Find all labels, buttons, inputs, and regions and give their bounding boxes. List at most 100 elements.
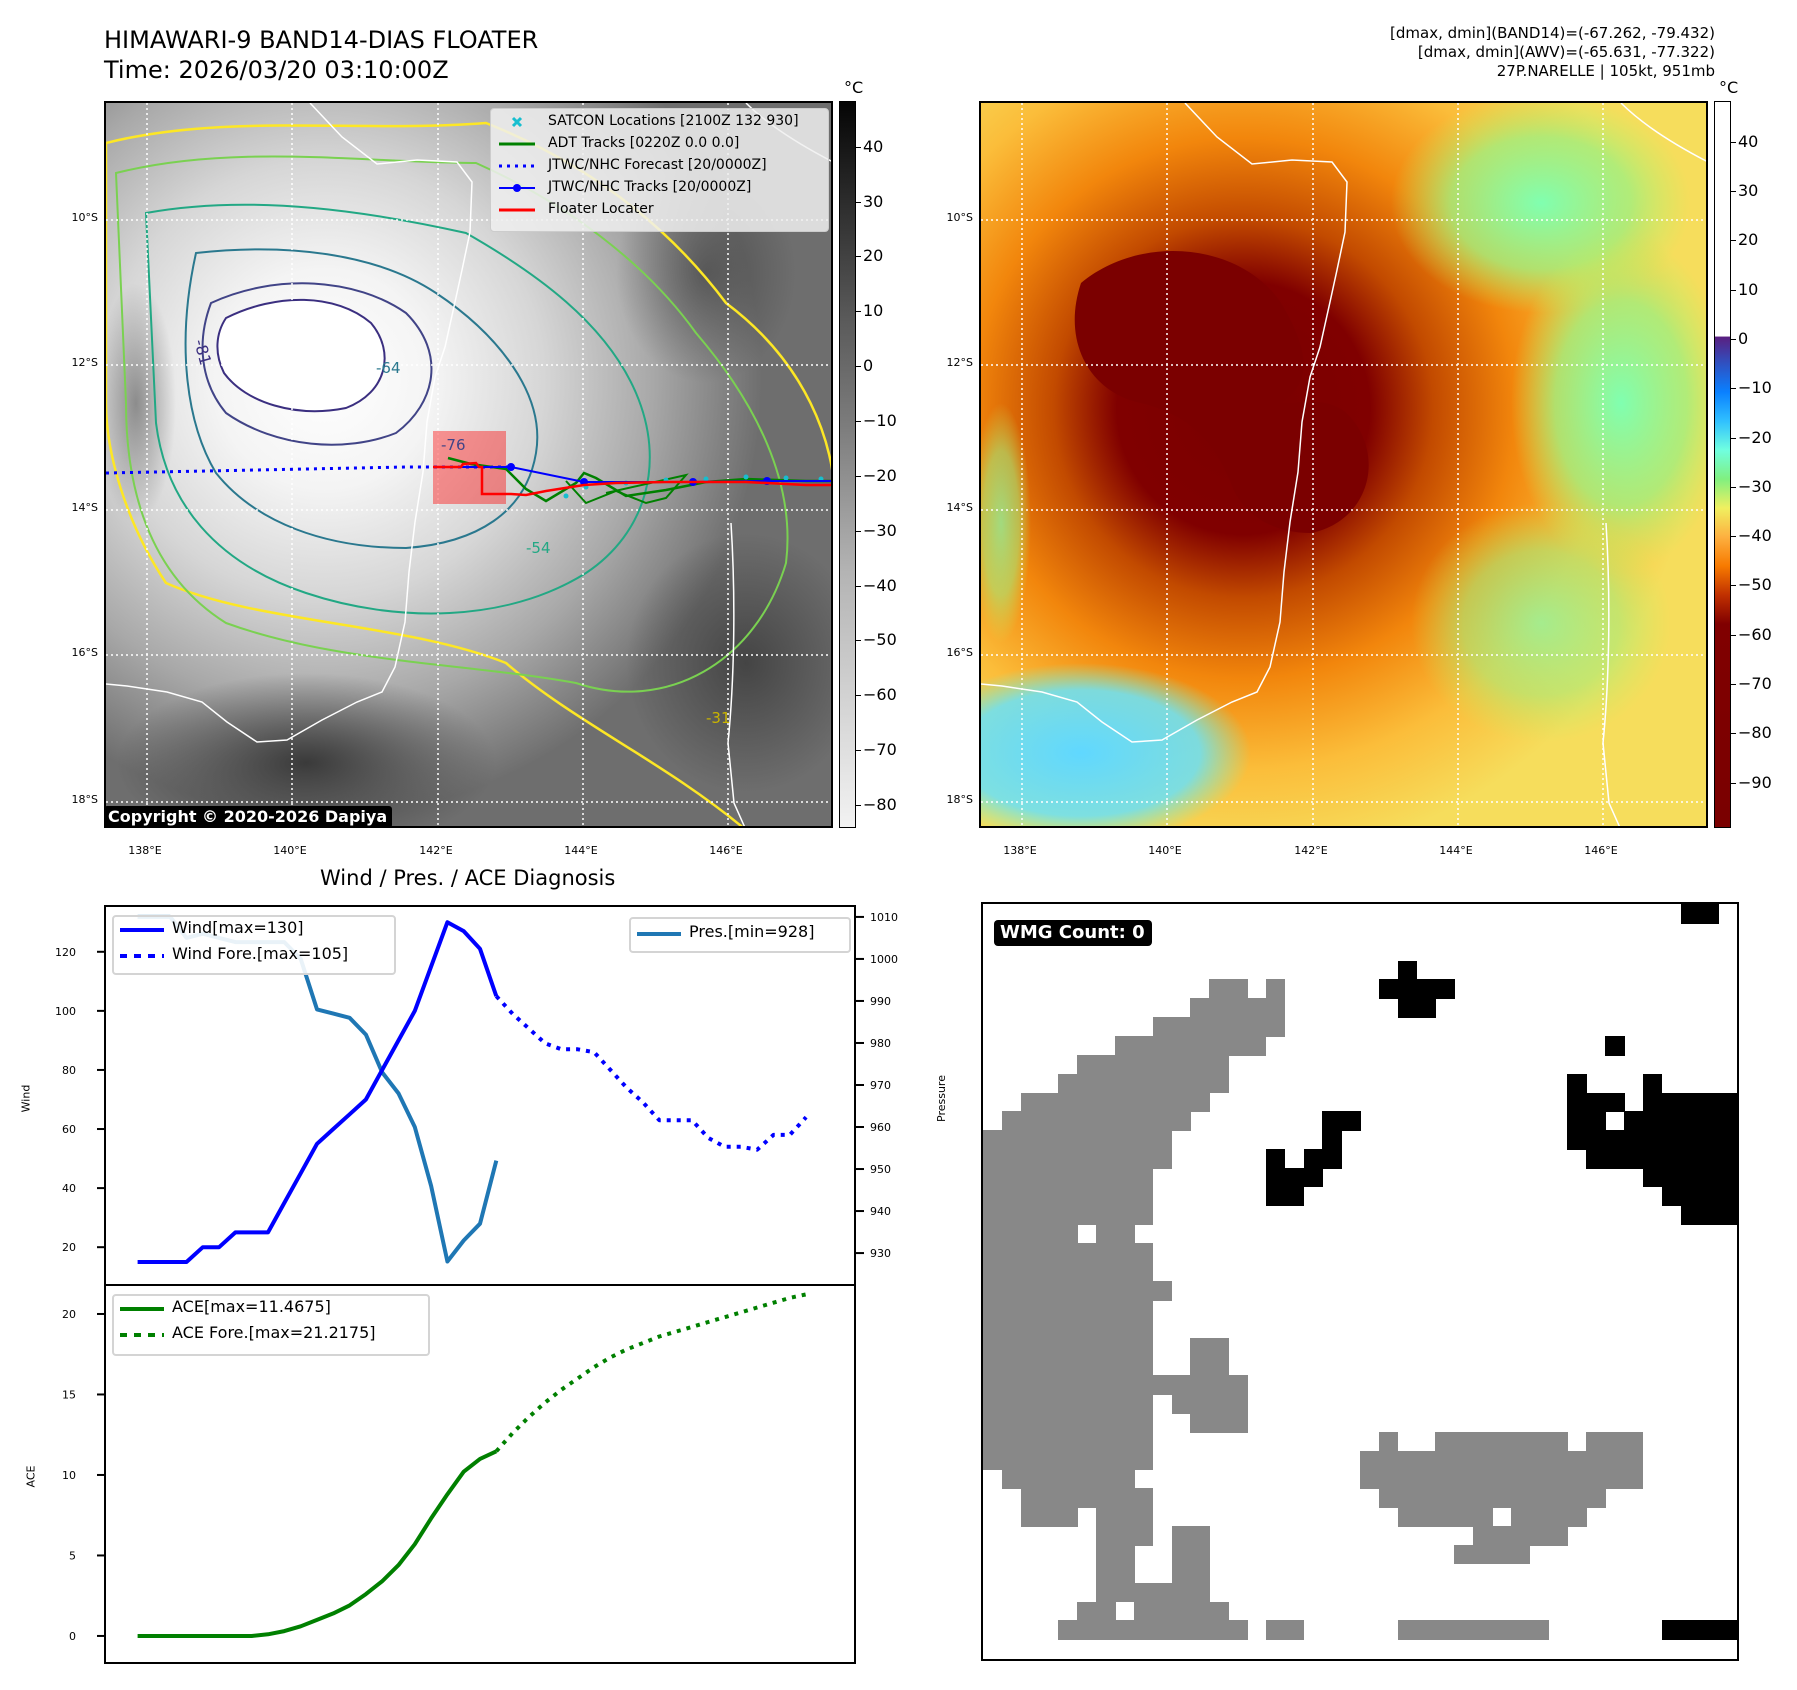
- diagnosis-title: Wind / Pres. / ACE Diagnosis: [320, 866, 616, 890]
- wmg-gray-cell: [983, 1431, 1003, 1452]
- coastline: [106, 103, 473, 743]
- wmg-black-cell: [1661, 1167, 1682, 1188]
- wmg-gray-cell: [1020, 1299, 1041, 1320]
- wmg-gray-cell: [1058, 1073, 1078, 1094]
- wmg-gray-cell: [1586, 1431, 1606, 1452]
- wmg-gray-cell: [1623, 1431, 1644, 1452]
- wmg-black-cell: [1567, 1130, 1587, 1150]
- wmg-gray-cell: [1096, 1450, 1116, 1471]
- band14-contour-map: -81 -76 -64 -54 -31 SATCON Locations [21…: [104, 101, 833, 828]
- wmg-black-cell: [1699, 1186, 1719, 1207]
- wmg-gray-cell: [1039, 1224, 1060, 1244]
- wmg-gray-cell: [1096, 1073, 1116, 1094]
- wmg-gray-cell: [1058, 1394, 1078, 1414]
- wmg-gray-cell: [983, 1262, 1003, 1282]
- wmg-gray-cell: [1133, 1356, 1154, 1376]
- wmg-black-cell: [1322, 1130, 1342, 1150]
- wmg-gray-cell: [1096, 1601, 1116, 1621]
- wmg-gray-cell: [1001, 1186, 1022, 1207]
- colorbar-tick-label: −30: [856, 520, 897, 540]
- wmg-gray-cell: [1039, 1488, 1060, 1508]
- wmg-black-cell: [1303, 1167, 1323, 1188]
- wmg-gray-cell: [1133, 1149, 1154, 1169]
- solid-line-icon: [499, 203, 535, 217]
- wmg-gray-cell: [1058, 1469, 1078, 1489]
- colorbar-unit-right: °C: [1719, 78, 1739, 97]
- wmg-gray-cell: [1492, 1450, 1512, 1471]
- legend-item-wind-fore: Wind Fore.[max=105]: [114, 943, 394, 969]
- colorbar-tick-label: 20: [855, 246, 884, 266]
- wmg-gray-cell: [1623, 1450, 1644, 1471]
- wmg-gray-cell: [1058, 1431, 1078, 1452]
- solid-line-icon: [499, 137, 535, 151]
- map-legend: SATCON Locations [2100Z 132 930] ADT Tra…: [490, 108, 829, 232]
- wmg-gray-cell: [1001, 1356, 1022, 1376]
- wmg-gray-cell: [1096, 1205, 1116, 1226]
- wmg-gray-cell: [1020, 1130, 1041, 1150]
- wmg-gray-cell: [1529, 1507, 1550, 1527]
- colorbar-tick-label: −80: [856, 795, 897, 815]
- adt-track-line: [565, 473, 689, 505]
- colorbar-tick-label: −50: [1731, 575, 1772, 595]
- wmg-black-cell: [1699, 1111, 1719, 1131]
- legend-item-forecast: JTWC/NHC Forecast [20/0000Z]: [491, 155, 828, 177]
- longitude-label: 146°E: [709, 844, 743, 857]
- wmg-gray-cell: [1209, 998, 1229, 1018]
- wmg-gray-cell: [1473, 1469, 1493, 1489]
- wmg-black-cell: [1718, 1111, 1737, 1131]
- ace-axis-tick-label: 10: [62, 1469, 76, 1482]
- colorbar-tick-label: −70: [856, 740, 897, 760]
- pressure-axis-tick-label: 1010: [870, 911, 898, 924]
- wmg-gray-cell: [1077, 1073, 1097, 1094]
- wmg-gray-cell: [1058, 1413, 1078, 1433]
- wmg-gray-cell: [1397, 1469, 1418, 1489]
- colorbar-tick-label: 0: [1730, 329, 1749, 349]
- wind-line: [137, 920, 499, 1264]
- wmg-gray-cell: [1435, 1507, 1455, 1527]
- wmg-gray-cell: [983, 1413, 1003, 1433]
- coastline: [981, 103, 1348, 743]
- wmg-gray-cell: [1492, 1488, 1512, 1508]
- wmg-gray-cell: [1058, 1243, 1078, 1263]
- wmg-gray-cell: [1058, 1149, 1078, 1169]
- contour-76: [201, 282, 433, 446]
- wmg-gray-cell: [1397, 1450, 1418, 1471]
- wmg-black-cell: [1623, 1111, 1644, 1131]
- colorbar-tick-label: −40: [856, 575, 897, 595]
- wmg-gray-cell: [1039, 1356, 1060, 1376]
- wmg-gray-cell: [1039, 1205, 1060, 1226]
- colorbar-tick-label: 0: [855, 356, 874, 376]
- wmg-black-cell: [1397, 960, 1418, 981]
- floater-locater-line: [433, 461, 831, 497]
- wmg-gray-cell: [1039, 1394, 1060, 1414]
- wmg-gray-cell: [983, 1356, 1003, 1376]
- wmg-gray-cell: [1133, 1281, 1154, 1301]
- wmg-gray-cell: [1020, 1149, 1041, 1169]
- wmg-black-cell: [1680, 1149, 1700, 1169]
- wind-legend: Wind[max=130] Wind Fore.[max=105]: [112, 915, 396, 975]
- wmg-black-cell: [1397, 979, 1418, 999]
- wmg-gray-cell: [1567, 1488, 1587, 1508]
- wmg-gray-cell: [1039, 1149, 1060, 1169]
- wmg-black-cell: [1699, 1130, 1719, 1150]
- wmg-gray-cell: [1020, 1186, 1041, 1207]
- wmg-black-cell: [1680, 1620, 1700, 1640]
- wmg-gray-cell: [1492, 1526, 1512, 1546]
- wmg-black-cell: [1661, 1092, 1682, 1112]
- wmg-black-cell: [1699, 904, 1719, 924]
- wmg-gray-cell: [1171, 1054, 1191, 1075]
- wmg-black-cell: [1623, 1130, 1644, 1150]
- wmg-gray-cell: [1058, 1356, 1078, 1376]
- wmg-gray-cell: [1096, 1224, 1116, 1244]
- wmg-gray-cell: [1058, 1111, 1078, 1131]
- wmg-gray-cell: [1152, 1620, 1173, 1640]
- wmg-gray-cell: [1209, 1356, 1229, 1376]
- wmg-gray-cell: [1039, 1431, 1060, 1452]
- wmg-gray-cell: [1020, 1394, 1041, 1414]
- wmg-gray-cell: [1246, 998, 1267, 1018]
- latitude-label: 18°S: [71, 793, 98, 806]
- wmg-gray-cell: [1096, 1318, 1116, 1339]
- wmg-gray-cell: [1039, 1318, 1060, 1339]
- wmg-gray-cell: [1228, 1036, 1248, 1056]
- wmg-gray-cell: [1152, 1281, 1173, 1301]
